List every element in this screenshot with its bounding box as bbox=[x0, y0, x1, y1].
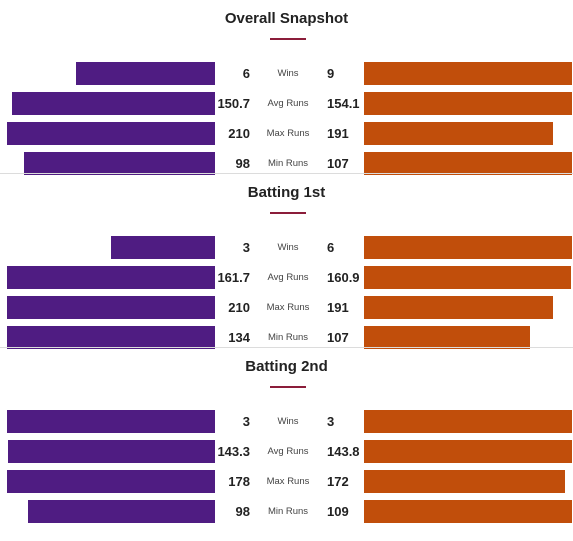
bar-left bbox=[7, 122, 215, 145]
value-left: 143.3 bbox=[217, 444, 250, 459]
metric-row: 210 Max Runs 191 bbox=[0, 296, 573, 320]
value-right: 191 bbox=[327, 126, 349, 141]
value-right: 6 bbox=[327, 240, 335, 255]
section-title: Batting 1st bbox=[247, 184, 326, 201]
bar-right bbox=[364, 266, 571, 289]
metric-row: 98 Min Runs 107 bbox=[0, 152, 573, 176]
title-underline bbox=[270, 38, 306, 40]
section-batting-2nd: Batting 2nd 3 Wins 3 143.3 Avg Runs 143.8 178 M… bbox=[0, 347, 573, 524]
value-left: 178 bbox=[228, 474, 250, 489]
bar-right bbox=[364, 62, 572, 85]
metric-row: 3 Wins 3 bbox=[0, 410, 573, 434]
metric-label: Min Runs bbox=[267, 332, 309, 343]
value-right: 107 bbox=[327, 330, 349, 345]
bar-left bbox=[111, 236, 215, 259]
metric-label: Avg Runs bbox=[267, 446, 309, 457]
bar-left bbox=[7, 410, 215, 433]
bar-right bbox=[364, 236, 572, 259]
bar-right bbox=[364, 440, 572, 463]
title-underline bbox=[270, 386, 306, 388]
metric-label: Avg Runs bbox=[267, 98, 309, 109]
metric-label: Max Runs bbox=[266, 302, 310, 313]
bar-right bbox=[364, 500, 572, 523]
bar-left bbox=[24, 152, 215, 175]
metric-label: Max Runs bbox=[266, 476, 310, 487]
value-right: 9 bbox=[327, 66, 335, 81]
metric-label: Wins bbox=[277, 68, 299, 79]
metric-row: 210 Max Runs 191 bbox=[0, 122, 573, 146]
value-right: 3 bbox=[327, 414, 335, 429]
value-left: 210 bbox=[228, 300, 250, 315]
metric-row: 161.7 Avg Runs 160.9 bbox=[0, 266, 573, 290]
section-batting-1st: Batting 1st 3 Wins 6 161.7 Avg Runs 160.9 210 M… bbox=[0, 173, 573, 350]
metric-row: 3 Wins 6 bbox=[0, 236, 573, 260]
metric-row: 143.3 Avg Runs 143.8 bbox=[0, 440, 573, 464]
metric-row: 6 Wins 9 bbox=[0, 62, 573, 86]
value-right: 109 bbox=[327, 504, 349, 519]
bar-left bbox=[76, 62, 215, 85]
value-right: 191 bbox=[327, 300, 349, 315]
bar-left bbox=[7, 296, 215, 319]
section-title: Batting 2nd bbox=[245, 358, 328, 375]
comparison-chart: Overall Snapshot 6 Wins 9 150.7 Avg Runs 154.… bbox=[0, 0, 573, 524]
section-title: Overall Snapshot bbox=[224, 10, 349, 27]
bar-right bbox=[364, 92, 572, 115]
value-right: 143.8 bbox=[327, 444, 360, 459]
bar-right bbox=[364, 470, 565, 493]
bar-right bbox=[364, 296, 553, 319]
value-left: 161.7 bbox=[217, 270, 250, 285]
metric-label: Wins bbox=[277, 242, 299, 253]
metric-row: 150.7 Avg Runs 154.1 bbox=[0, 92, 573, 116]
metric-label: Min Runs bbox=[267, 506, 309, 517]
bar-left bbox=[7, 326, 215, 349]
bar-right bbox=[364, 152, 572, 175]
metric-label: Max Runs bbox=[266, 128, 310, 139]
bar-left bbox=[8, 440, 215, 463]
bar-left bbox=[28, 500, 215, 523]
metric-row: 178 Max Runs 172 bbox=[0, 470, 573, 494]
bar-right bbox=[364, 326, 530, 349]
value-left: 3 bbox=[242, 240, 250, 255]
section-overall-snapshot: Overall Snapshot 6 Wins 9 150.7 Avg Runs 154.… bbox=[0, 0, 573, 176]
metric-label: Min Runs bbox=[267, 158, 309, 169]
value-left: 98 bbox=[235, 504, 250, 519]
value-left: 3 bbox=[242, 414, 250, 429]
metric-row: 134 Min Runs 107 bbox=[0, 326, 573, 350]
value-right: 172 bbox=[327, 474, 349, 489]
metric-label: Avg Runs bbox=[267, 272, 309, 283]
value-left: 210 bbox=[228, 126, 250, 141]
value-left: 134 bbox=[228, 330, 250, 345]
value-left: 150.7 bbox=[217, 96, 250, 111]
value-right: 154.1 bbox=[327, 96, 360, 111]
bar-left bbox=[12, 92, 215, 115]
bar-right bbox=[364, 410, 572, 433]
bar-left bbox=[7, 266, 215, 289]
value-right: 107 bbox=[327, 156, 349, 171]
metric-label: Wins bbox=[277, 416, 299, 427]
value-right: 160.9 bbox=[327, 270, 360, 285]
metric-row: 98 Min Runs 109 bbox=[0, 500, 573, 524]
bar-right bbox=[364, 122, 553, 145]
title-underline bbox=[270, 212, 306, 214]
value-left: 98 bbox=[235, 156, 250, 171]
value-left: 6 bbox=[242, 66, 250, 81]
bar-left bbox=[7, 470, 215, 493]
